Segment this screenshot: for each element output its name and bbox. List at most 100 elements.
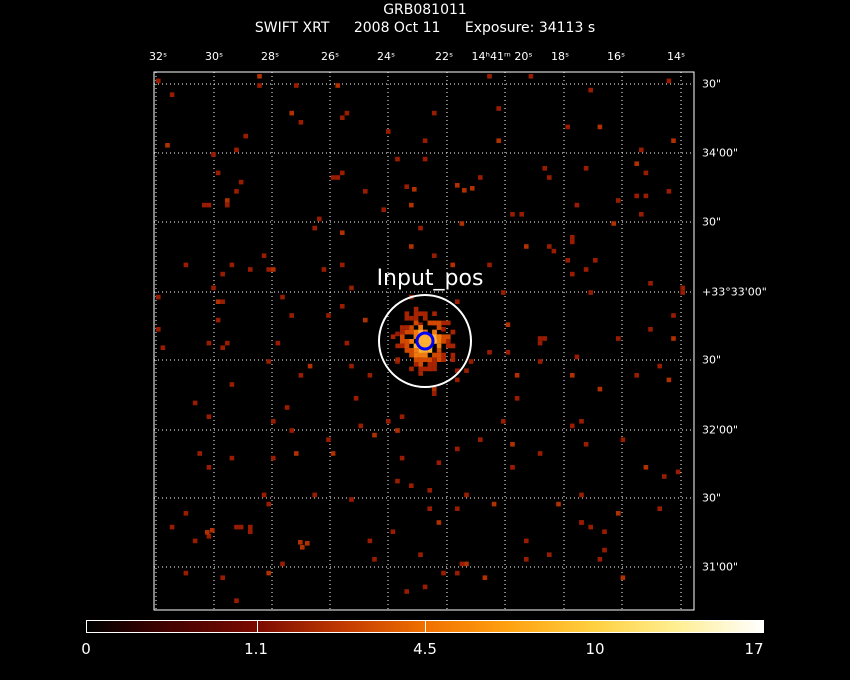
dec-tick-label: 30" <box>702 215 722 229</box>
photon-pixel <box>427 366 433 372</box>
photon-pixel <box>446 339 451 344</box>
source-circle <box>378 294 472 388</box>
photon-pixel <box>432 352 437 358</box>
photon-pixel <box>330 175 336 180</box>
photon-pixel <box>675 469 681 475</box>
dec-tick-label: 34'00" <box>702 146 739 160</box>
photon-pixel <box>156 294 161 300</box>
photon-pixel <box>505 322 511 327</box>
photon-pixel <box>372 557 377 562</box>
photon-pixel <box>436 339 442 344</box>
photon-pixel <box>579 492 584 498</box>
photon-pixel <box>289 428 294 433</box>
photon-pixel <box>620 575 626 580</box>
photon-pixel <box>156 327 161 332</box>
photon-pixel <box>542 336 547 341</box>
photon-pixel <box>266 570 271 576</box>
photon-pixel <box>257 83 262 88</box>
photon-pixel <box>248 529 253 534</box>
photon-pixel <box>505 350 511 355</box>
photon-pixel <box>436 357 442 362</box>
photon-pixel <box>225 202 230 208</box>
photon-pixel <box>583 267 589 272</box>
photon-pixel <box>412 187 417 192</box>
photon-pixel <box>280 294 285 300</box>
photon-pixel <box>192 400 198 406</box>
colorbar-label: 17 <box>744 640 764 658</box>
photon-pixel <box>404 329 410 335</box>
photon-pixel <box>528 74 534 79</box>
photon-pixel <box>404 316 410 321</box>
coordinate-grid <box>154 72 694 610</box>
photon-pixel <box>455 377 460 383</box>
photon-pixel <box>340 170 345 176</box>
photon-pixel <box>432 110 437 116</box>
photon-pixel <box>409 244 414 249</box>
photon-pixel <box>501 419 506 424</box>
photon-pixel <box>432 311 437 316</box>
photon-pixel <box>413 343 419 349</box>
photon-pixel <box>326 437 331 442</box>
photon-pixel <box>436 320 442 326</box>
photon-pixel <box>427 320 433 326</box>
photon-pixel <box>593 258 598 263</box>
photon-pixel <box>432 366 437 372</box>
photon-pixel <box>666 189 672 194</box>
photon-pixel <box>202 202 207 208</box>
photon-pixel <box>427 506 432 511</box>
photon-pixel <box>395 331 400 337</box>
photon-pixel <box>418 348 423 353</box>
photon-pixel <box>312 492 317 498</box>
photon-pixel <box>450 352 456 358</box>
photon-pixel <box>588 87 593 93</box>
photon-pixel <box>266 501 271 507</box>
photon-pixel <box>547 175 552 180</box>
photon-pixel <box>455 506 460 511</box>
photon-pixel <box>409 202 414 208</box>
photon-pixel <box>418 371 423 376</box>
photon-pixel <box>436 343 442 349</box>
photon-pixel <box>404 589 409 594</box>
photon-pixel <box>537 340 543 346</box>
photon-pixel <box>349 497 354 502</box>
photon-pixel <box>436 352 442 358</box>
photon-pixel <box>418 357 423 362</box>
photon-pixel <box>261 253 267 258</box>
photon-pixel <box>648 281 653 286</box>
photon-pixel <box>381 207 386 212</box>
photon-pixel <box>280 561 285 567</box>
photon-pixel <box>418 322 423 327</box>
photon-pixel <box>524 557 529 562</box>
photon-pixel <box>574 354 580 360</box>
photon-pixel <box>367 373 373 378</box>
photon-pixel <box>395 343 400 349</box>
photon-pixel <box>413 357 419 362</box>
ra-tick-label: 18ˢ <box>550 50 570 63</box>
photon-pixel <box>298 120 304 125</box>
photon-pixel <box>399 414 405 419</box>
photon-pixel <box>657 363 662 369</box>
photon-pixel <box>418 225 423 231</box>
image-subtitle: SWIFT XRT 2008 Oct 11 Exposure: 34113 s <box>0 20 850 36</box>
photon-pixel <box>648 327 653 332</box>
photon-pixel <box>666 78 672 84</box>
photon-pixel <box>446 343 451 349</box>
photon-pixel <box>487 262 492 268</box>
photon-pixel <box>570 235 575 240</box>
photon-pixel <box>261 492 267 498</box>
photon-pixel <box>542 166 547 171</box>
photon-pixel <box>432 339 437 344</box>
photon-pixel <box>570 271 575 277</box>
photon-pixel <box>266 267 271 272</box>
photon-pixel <box>432 391 437 396</box>
photon-pixel <box>597 557 603 562</box>
photon-pixel <box>358 423 363 429</box>
photon-pixel <box>597 386 603 392</box>
photon-pixel <box>243 133 248 139</box>
photon-pixel <box>312 225 317 231</box>
photon-pixel <box>487 74 492 79</box>
photon-pixel <box>404 325 410 330</box>
photon-pixel <box>363 189 368 194</box>
photon-pixel <box>432 386 437 392</box>
photon-pixel <box>192 538 198 544</box>
